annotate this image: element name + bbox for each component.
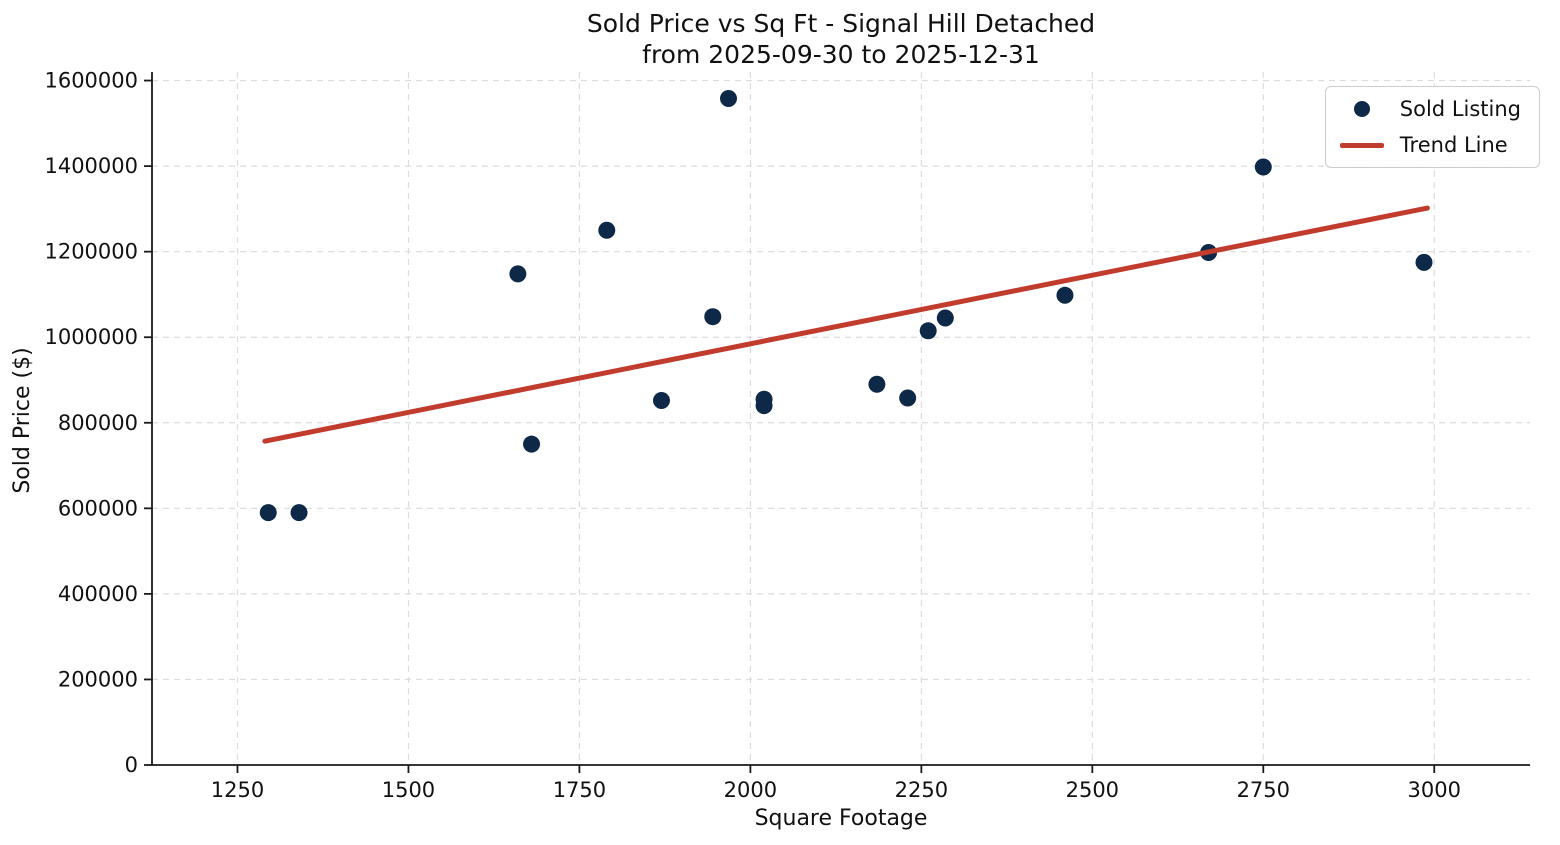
legend-label-sold-listing: Sold Listing bbox=[1399, 97, 1521, 121]
x-tick-label-2500: 2500 bbox=[1066, 778, 1119, 802]
chart-title: Sold Price vs Sq Ft - Signal Hill Detach… bbox=[152, 8, 1530, 70]
y-tick-label-600000: 600000 bbox=[58, 496, 138, 520]
x-tick-label-1750: 1750 bbox=[553, 778, 606, 802]
sold-listing-point-6 bbox=[704, 308, 722, 326]
x-tick-label-2000: 2000 bbox=[724, 778, 777, 802]
sold-listing-point-12 bbox=[919, 322, 937, 340]
y-tick-label-1400000: 1400000 bbox=[44, 154, 138, 178]
legend-item-trend-line: Trend Line bbox=[1339, 133, 1521, 157]
y-tick-label-800000: 800000 bbox=[58, 411, 138, 435]
legend-label-trend-line: Trend Line bbox=[1399, 133, 1508, 157]
x-tick-label-2250: 2250 bbox=[895, 778, 948, 802]
chart-title-line2: from 2025-09-30 to 2025-12-31 bbox=[642, 40, 1040, 69]
sold-listing-point-10 bbox=[868, 375, 886, 393]
x-tick-label-3000: 3000 bbox=[1408, 778, 1461, 802]
sold-listing-point-1 bbox=[290, 504, 308, 522]
x-tick-label-1500: 1500 bbox=[382, 778, 435, 802]
x-tick-label-2750: 2750 bbox=[1237, 778, 1290, 802]
trend-line bbox=[262, 205, 1430, 444]
sold-listing-point-13 bbox=[936, 309, 954, 327]
sold-listing-point-2 bbox=[509, 265, 527, 283]
sold-listing-point-17 bbox=[1415, 253, 1433, 271]
sold-listing-point-3 bbox=[523, 435, 541, 453]
sold-listing-point-4 bbox=[598, 221, 616, 239]
trend-line-marker-icon bbox=[1339, 142, 1384, 148]
sold-listing-point-0 bbox=[259, 504, 277, 522]
legend-item-sold-listing: Sold Listing bbox=[1340, 97, 1521, 121]
chart-title-line1: Sold Price vs Sq Ft - Signal Hill Detach… bbox=[586, 9, 1096, 38]
y-tick-label-1200000: 1200000 bbox=[44, 240, 138, 264]
sold-listing-point-14 bbox=[1056, 286, 1074, 304]
sold-listing-point-16 bbox=[1254, 158, 1272, 176]
sold-listing-point-5 bbox=[652, 392, 670, 410]
sold-listing-point-9 bbox=[755, 397, 773, 415]
y-tick-label-200000: 200000 bbox=[58, 667, 138, 691]
x-tick-label-1250: 1250 bbox=[211, 778, 264, 802]
y-tick-label-1600000: 1600000 bbox=[44, 69, 138, 93]
legend: Sold Listing Trend Line bbox=[1324, 86, 1540, 168]
y-tick-label-1000000: 1000000 bbox=[44, 325, 138, 349]
sold-listing-marker-icon bbox=[1353, 101, 1370, 117]
y-axis-label: Sold Price ($) bbox=[10, 347, 35, 494]
y-tick-label-400000: 400000 bbox=[58, 582, 138, 606]
y-tick-label-0: 0 bbox=[125, 753, 138, 777]
x-axis-label: Square Footage bbox=[754, 806, 928, 831]
sold-listing-point-7 bbox=[720, 90, 738, 108]
sold-listing-point-11 bbox=[899, 389, 917, 407]
